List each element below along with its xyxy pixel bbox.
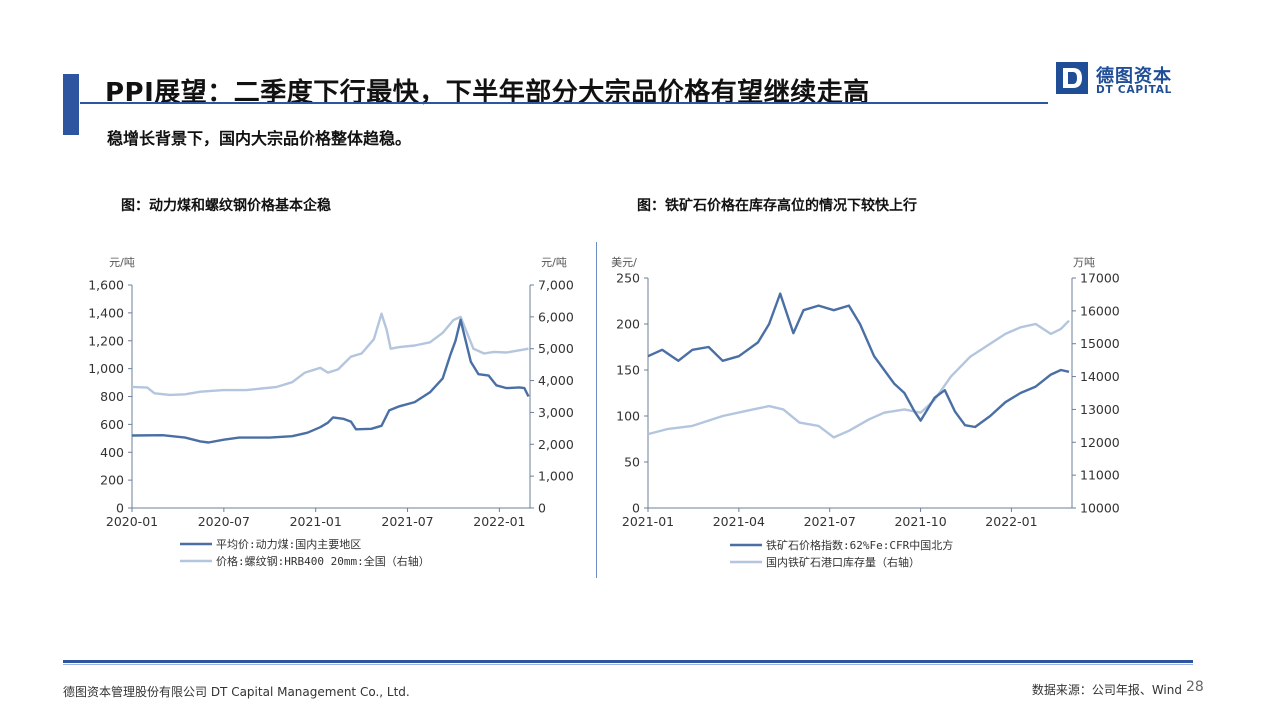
series-line-left <box>131 318 530 444</box>
series-line-left <box>647 292 1070 429</box>
y-right-tick-label: 3,000 <box>538 405 574 420</box>
y-left-tick-label: 200 <box>100 473 124 488</box>
y-left-tick-label: 1,400 <box>88 305 124 320</box>
footer-source: 数据来源：公司年报、Wind <box>1031 683 1182 697</box>
y-right-unit-label: 万吨 <box>1073 256 1095 269</box>
y-right-tick-label: 12000 <box>1080 435 1120 450</box>
y-left-tick-label: 0 <box>116 501 124 516</box>
legend-label: 国内铁矿石港口库存量（右轴） <box>766 555 920 569</box>
figure-title-left: 图：动力煤和螺纹钢价格基本企稳 <box>121 198 331 214</box>
x-tick-label: 2021-01 <box>622 514 674 529</box>
y-right-tick-label: 5,000 <box>538 341 574 356</box>
title-accent-bar <box>63 74 79 135</box>
y-right-tick-label: 11000 <box>1080 468 1120 483</box>
y-right-tick-label: 1,000 <box>538 469 574 484</box>
x-tick-label: 2021-07 <box>804 514 856 529</box>
x-tick-label: 2022-01 <box>985 514 1037 529</box>
y-right-tick-label: 14000 <box>1080 369 1120 384</box>
y-left-tick-label: 1,000 <box>88 361 124 376</box>
company-logo: 德图资本 DT CAPITAL <box>1056 62 1186 102</box>
x-tick-label: 2020-01 <box>106 514 158 529</box>
series-line-right <box>131 312 529 397</box>
legend-label: 平均价:动力煤:国内主要地区 <box>216 537 361 551</box>
series-line-right <box>647 319 1070 439</box>
figure-title-right: 图：铁矿石价格在库存高位的情况下较快上行 <box>637 198 917 214</box>
y-right-tick-label: 16000 <box>1080 303 1120 318</box>
x-tick-label: 2022-01 <box>473 514 525 529</box>
x-tick-label: 2021-07 <box>381 514 433 529</box>
y-left-tick-label: 600 <box>100 417 124 432</box>
y-left-tick-label: 1,600 <box>88 278 124 293</box>
y-left-tick-label: 250 <box>616 271 640 286</box>
y-left-tick-label: 400 <box>100 445 124 460</box>
y-right-unit-label: 元/吨 <box>541 256 567 269</box>
chart-divider <box>596 242 597 578</box>
y-left-tick-label: 800 <box>100 389 124 404</box>
y-right-tick-label: 4,000 <box>538 373 574 388</box>
chart-coal-rebar: 元/吨 元/吨 0 200 400 600 800 1,000 1,200 1,400 1,600 0… <box>88 256 574 568</box>
x-tick-label: 2020-07 <box>198 514 250 529</box>
y-right-tick-label: 6,000 <box>538 309 574 324</box>
y-right-tick-label: 17000 <box>1080 271 1120 286</box>
footer-rule <box>63 660 1193 663</box>
page-number: 28 <box>1186 679 1204 695</box>
y-right-tick-label: 7,000 <box>538 278 574 293</box>
y-left-tick-label: 0 <box>632 501 640 516</box>
footer-company: 德图资本管理股份有限公司 DT Capital Management Co., … <box>63 685 410 699</box>
y-left-tick-label: 200 <box>616 317 640 332</box>
logo-english-name: DT CAPITAL <box>1096 84 1173 96</box>
title-underline <box>80 102 1048 104</box>
y-left-unit-label: 元/吨 <box>109 256 135 269</box>
footer-rule-thin <box>63 664 1193 665</box>
page-subtitle: 稳增长背景下，国内大宗品价格整体趋稳。 <box>107 129 412 148</box>
dt-logo-icon <box>1056 62 1088 94</box>
y-right-tick-label: 0 <box>538 501 546 516</box>
legend-label: 价格:螺纹钢:HRB400 20mm:全国（右轴） <box>216 554 430 568</box>
y-right-tick-label: 2,000 <box>538 437 574 452</box>
y-left-unit-label: 美元/ <box>611 256 637 269</box>
x-tick-label: 2021-10 <box>894 514 946 529</box>
y-left-tick-label: 100 <box>616 409 640 424</box>
y-left-tick-label: 150 <box>616 363 640 378</box>
y-right-tick-label: 15000 <box>1080 336 1120 351</box>
y-left-tick-label: 1,200 <box>88 333 124 348</box>
x-tick-label: 2021-04 <box>713 514 765 529</box>
y-right-tick-label: 10000 <box>1080 501 1120 516</box>
y-right-tick-label: 13000 <box>1080 402 1120 417</box>
legend-label: 铁矿石价格指数:62%Fe:CFR中国北方 <box>766 538 953 552</box>
x-tick-label: 2021-01 <box>290 514 342 529</box>
chart-iron-ore: 美元/万吨 0 50 100 150 200 250 10000 11000 12000 13000… <box>611 256 1120 569</box>
logo-chinese-name: 德图资本 <box>1096 66 1172 87</box>
y-left-tick-label: 50 <box>624 455 640 470</box>
